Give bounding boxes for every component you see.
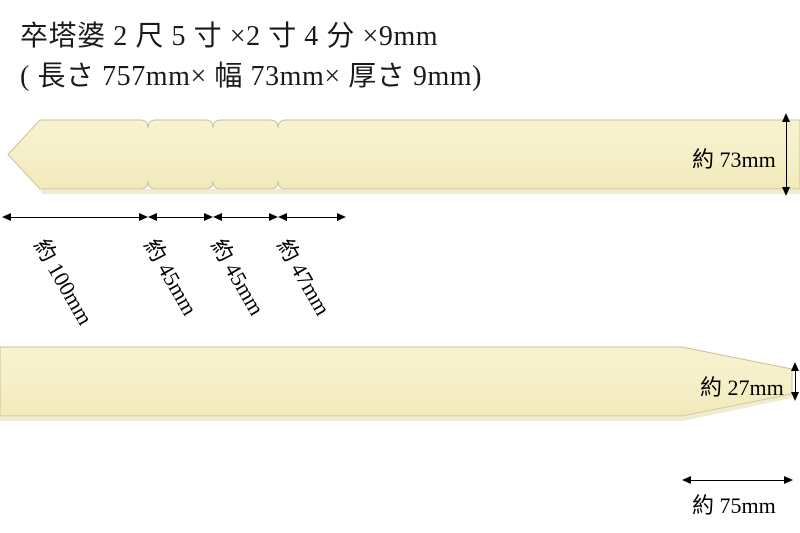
dim-line-seg1 [156,217,205,218]
label-seg0: 約 100mm [27,232,102,330]
label-seg1: 約 45mm [137,232,207,321]
top-board [0,118,800,196]
arrow-right-seg3 [337,213,346,221]
label-seg2: 約 45mm [204,232,274,321]
dim-line-width-top [786,121,787,188]
label-width-top: 約 73mm [692,142,776,174]
dim-line-seg3 [286,217,338,218]
dim-line-seg0 [10,217,140,218]
dim-line-tip-height [795,370,796,393]
bottom-board [0,345,800,425]
label-seg3: 約 47mm [270,232,340,321]
title-line-1: 卒塔婆 2 尺 5 寸 ×2 寸 4 分 ×9mm [20,14,438,54]
dim-line-tip-length [690,480,785,481]
arrow-left-tip [682,476,691,484]
label-tip-height: 約 27mm [700,370,784,402]
arrow-right-seg2 [269,213,278,221]
title-line-2: ( 長さ 757mm× 幅 73mm× 厚さ 9mm) [20,54,482,94]
arrow-down-tip [791,392,799,401]
arrow-up-tip [791,362,799,371]
arrow-right-tip [784,476,793,484]
arrow-down [782,187,790,196]
dim-line-seg2 [221,217,270,218]
arrow-up [782,113,790,122]
arrow-right-seg1 [204,213,213,221]
arrow-right-seg0 [139,213,148,221]
label-tip-length: 約 75mm [692,488,776,520]
